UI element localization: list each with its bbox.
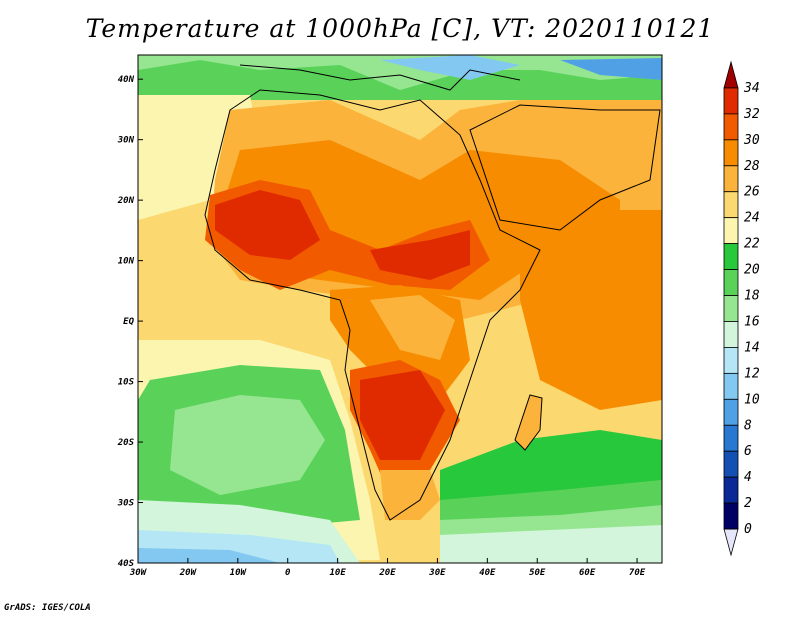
lat-tick-label: EQ <box>123 317 134 327</box>
colorbar-swatch <box>723 424 739 452</box>
lon-tick-label: 30W <box>129 568 148 578</box>
lon-tick-label: 20W <box>179 568 198 578</box>
colorbar-swatch <box>723 398 739 426</box>
colorbar-level-label: 8 <box>744 418 752 433</box>
colorbar-level-label: 26 <box>744 185 760 200</box>
lon-tick-label: 60E <box>579 568 596 578</box>
lon-tick-label: 40E <box>479 568 496 578</box>
lon-tick-label: 50E <box>529 568 546 578</box>
lon-tick-label: 30E <box>428 568 446 578</box>
colorbar-swatch <box>723 476 739 504</box>
lat-tick-label: 10N <box>118 257 135 267</box>
plot-frame <box>137 54 663 564</box>
colorbar-level-label: 16 <box>744 314 760 329</box>
lat-tick-label: 30N <box>117 136 135 146</box>
colorbar-swatch <box>723 528 739 557</box>
colorbar-level-label: 2 <box>744 496 752 511</box>
lat-tick-label: 20N <box>117 196 135 206</box>
colorbar-level-label: 30 <box>743 133 760 148</box>
colorbar-level-label: 0 <box>744 522 752 537</box>
colorbar-swatch <box>723 217 739 245</box>
colorbar-swatch <box>723 113 739 141</box>
colorbar-swatch <box>723 60 739 89</box>
colorbar-swatch <box>723 450 739 478</box>
colorbar-swatch <box>723 502 739 530</box>
colorbar-level-label: 6 <box>744 444 752 459</box>
colorbar-level-label: 18 <box>744 289 760 304</box>
lon-tick-label: 20E <box>378 568 396 578</box>
colorbar-level-label: 4 <box>744 470 752 485</box>
colorbar-swatch <box>723 165 739 193</box>
colorbar-swatch <box>723 87 739 115</box>
colorbar-level-label: 10 <box>744 392 760 407</box>
colorbar-swatch <box>723 139 739 167</box>
colorbar-level-label: 34 <box>743 81 760 96</box>
lat-tick-label: 10S <box>118 378 135 388</box>
colorbar-level-label: 32 <box>743 107 760 122</box>
lat-tick-label: 20S <box>117 438 135 448</box>
colorbar-swatch <box>723 243 739 270</box>
chart-title: Temperature at 1000hPa [C], VT: 20201101… <box>85 14 715 43</box>
colorbar-level-label: 22 <box>744 237 760 252</box>
colorbar-swatch <box>723 295 739 322</box>
lon-tick-label: 0 <box>285 568 291 578</box>
lon-tick-label: 10W <box>230 568 248 578</box>
lon-tick-label: 10E <box>329 568 346 578</box>
colorbar-level-label: 14 <box>744 340 760 355</box>
colorbar-level-label: 20 <box>744 263 760 278</box>
lat-tick-label: 40S <box>118 559 135 569</box>
colorbar-swatch <box>723 269 739 296</box>
colorbar-level-label: 24 <box>744 211 760 226</box>
colorbar-swatch <box>723 372 739 400</box>
lon-tick-label: 70E <box>629 568 646 578</box>
temperature-field <box>138 55 662 563</box>
colorbar-swatch <box>723 191 739 219</box>
colorbar-swatch <box>723 347 739 374</box>
colorbar-level-label: 28 <box>744 159 760 174</box>
credit-label: GrADS: IGES/COLA <box>4 603 91 613</box>
colorbar-swatch <box>723 321 739 348</box>
lat-tick-label: 30S <box>117 499 135 509</box>
colorbar-level-label: 12 <box>744 366 760 381</box>
lat-tick-label: 40N <box>118 75 135 85</box>
